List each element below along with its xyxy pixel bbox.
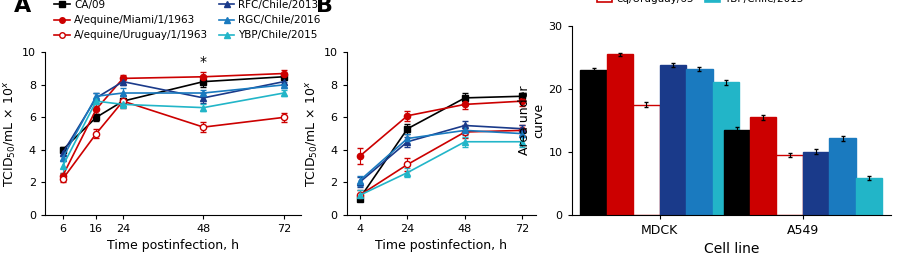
Bar: [660, 65, 686, 215]
Bar: [777, 155, 803, 215]
Legend: CA/09, A/equine/Miami/1/1963, A/equine/Uruguay/1/1963, RFC/Chile/2013, RGC/Chile: CA/09, A/equine/Miami/1/1963, A/equine/U…: [50, 0, 325, 45]
X-axis label: Cell line: Cell line: [704, 242, 759, 256]
X-axis label: Time postinfection, h: Time postinfection, h: [107, 239, 239, 252]
Bar: [580, 70, 607, 215]
Text: *: *: [200, 55, 207, 69]
Text: B: B: [316, 0, 333, 15]
X-axis label: Time postinfection, h: Time postinfection, h: [375, 239, 507, 252]
Y-axis label: Area under
curve: Area under curve: [518, 86, 545, 155]
Bar: [713, 82, 739, 215]
Y-axis label: TCID$_{50}$/mL × 10$^x$: TCID$_{50}$/mL × 10$^x$: [3, 80, 19, 187]
Bar: [724, 130, 750, 215]
Bar: [607, 54, 634, 215]
Bar: [856, 178, 882, 215]
Bar: [686, 69, 713, 215]
Bar: [634, 105, 660, 215]
Bar: [803, 152, 829, 215]
Text: A: A: [14, 0, 32, 15]
Y-axis label: TCID$_{50}$/mL × 10$^x$: TCID$_{50}$/mL × 10$^x$: [304, 80, 320, 187]
Bar: [750, 117, 777, 215]
Bar: [829, 138, 856, 215]
Legend: CA/09, eq/Miami/63, eq/Uruguay/63, RFC/Chile/2013, RGC/Chile/2016, YBP/Chile/201: CA/09, eq/Miami/63, eq/Uruguay/63, RFC/C…: [593, 0, 811, 8]
